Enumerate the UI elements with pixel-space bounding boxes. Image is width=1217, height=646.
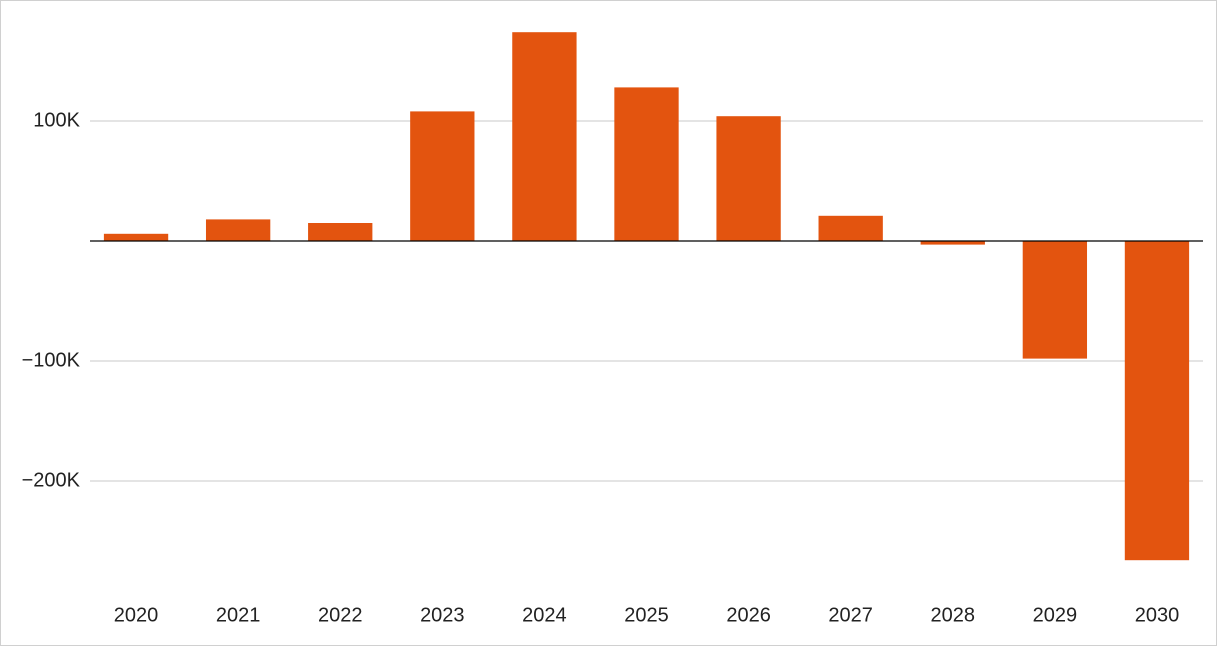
y-tick-label: −100K (22, 349, 81, 371)
bar (205, 219, 271, 241)
bar (308, 223, 373, 241)
x-tick-label: 2022 (318, 604, 363, 626)
bar (512, 32, 577, 242)
x-tick-label: 2020 (114, 604, 159, 626)
x-tick-label: 2029 (1033, 604, 1078, 626)
bar (920, 241, 985, 245)
bar (614, 87, 679, 242)
x-tick-label: 2023 (420, 604, 465, 626)
x-tick-label: 2028 (931, 604, 976, 626)
y-tick-label: −200K (22, 469, 81, 491)
x-tick-label: 2021 (216, 604, 261, 626)
x-tick-label: 2025 (624, 604, 669, 626)
y-tick-label: 100K (33, 109, 80, 131)
bar (1022, 241, 1088, 359)
x-tick-label: 2024 (522, 604, 567, 626)
bar (410, 111, 475, 242)
x-tick-label: 2026 (726, 604, 771, 626)
x-tick-label: 2030 (1135, 604, 1180, 626)
x-tick-label: 2027 (828, 604, 873, 626)
bar (103, 233, 169, 241)
bar (1124, 241, 1190, 561)
bar (818, 215, 883, 241)
bar (716, 116, 781, 241)
